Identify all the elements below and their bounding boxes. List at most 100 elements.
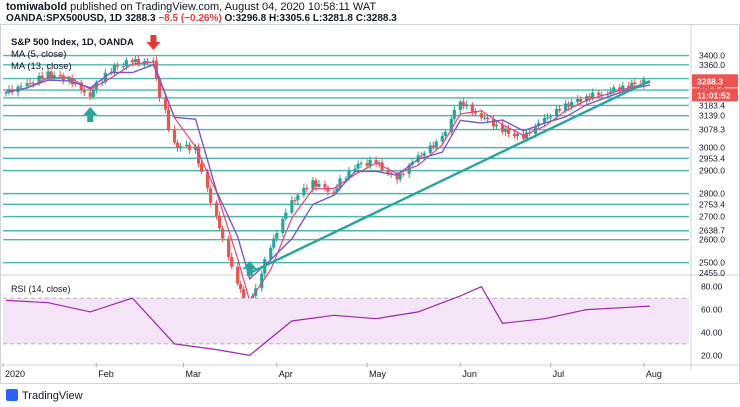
price-tick-label: 3183.4 bbox=[699, 100, 725, 110]
candle-body bbox=[359, 163, 363, 165]
arrow-up-icon bbox=[242, 261, 257, 276]
candle-body bbox=[335, 187, 339, 193]
candle-body bbox=[374, 159, 378, 164]
candle-body bbox=[40, 75, 44, 79]
rsi-line bbox=[5, 285, 650, 356]
candle-body bbox=[428, 145, 432, 153]
footer: TradingView bbox=[0, 384, 740, 407]
candle-body bbox=[356, 163, 360, 169]
arrow-down-icon bbox=[146, 35, 161, 50]
candle-body bbox=[88, 92, 92, 97]
candle-body bbox=[311, 180, 315, 189]
author-name[interactable]: tomiwabold bbox=[6, 1, 68, 13]
candle-body bbox=[365, 163, 369, 166]
candle-body bbox=[512, 133, 517, 137]
price-tick-label: 2500.0 bbox=[699, 258, 725, 268]
time-tick-label: 2020 bbox=[5, 369, 25, 379]
candle-body bbox=[227, 238, 231, 257]
candle-body bbox=[314, 180, 318, 187]
candle-body bbox=[236, 266, 240, 284]
candle-body bbox=[627, 85, 631, 89]
candle-body bbox=[187, 144, 192, 150]
legend-title: S&P 500 Index, 1D, OANDA bbox=[11, 37, 134, 48]
candle-body bbox=[458, 101, 462, 110]
high-value: H:3305.6 bbox=[268, 13, 311, 24]
price-tick-label: 2800.0 bbox=[699, 189, 725, 199]
candle-body bbox=[464, 104, 468, 107]
last-price: 3288.3 bbox=[124, 13, 156, 24]
candle-body bbox=[163, 97, 168, 110]
candle-body bbox=[564, 103, 568, 111]
candle-body bbox=[440, 136, 444, 142]
candle-body bbox=[58, 74, 62, 76]
candle-body bbox=[377, 162, 381, 164]
brand-label: TradingView bbox=[22, 390, 83, 402]
candle-body bbox=[91, 89, 95, 97]
candle-body bbox=[548, 116, 553, 118]
candle-body bbox=[242, 289, 246, 301]
candle-body bbox=[49, 71, 53, 78]
candle-body bbox=[326, 187, 330, 192]
candle-body bbox=[130, 60, 134, 63]
candle-body bbox=[485, 117, 490, 120]
legend-ma5[interactable]: MA (5, close) bbox=[11, 49, 67, 60]
candle-body bbox=[172, 130, 177, 143]
candle-body bbox=[151, 60, 156, 62]
candle-body bbox=[281, 218, 285, 234]
candle-body bbox=[221, 228, 225, 239]
candle-body bbox=[630, 82, 634, 89]
candle-body bbox=[215, 202, 219, 216]
candle-body bbox=[37, 75, 41, 83]
candle-body bbox=[133, 59, 137, 63]
candle-body bbox=[25, 83, 29, 87]
candle-body bbox=[449, 118, 453, 132]
price-tick-label: 2638.7 bbox=[699, 226, 725, 236]
time-tick-label: Mar bbox=[186, 369, 202, 379]
rsi-tick-label: 80.00 bbox=[701, 282, 723, 292]
candle-body bbox=[272, 238, 276, 248]
candle-body bbox=[46, 71, 50, 79]
candle-body bbox=[166, 109, 171, 131]
price-tick-label: 2900.0 bbox=[699, 166, 725, 176]
candle-body bbox=[633, 82, 637, 84]
candle-body bbox=[199, 163, 204, 172]
candle-body bbox=[542, 117, 547, 123]
candle-body bbox=[205, 171, 210, 189]
candle-body bbox=[585, 96, 589, 102]
candle-body bbox=[479, 113, 483, 118]
candle-body bbox=[567, 103, 571, 107]
legend-ma13[interactable]: MA (13, close) bbox=[11, 61, 72, 72]
chart-header: tomiwabold published on TradingView.com,… bbox=[0, 0, 740, 24]
close-value: C:3288.3 bbox=[355, 13, 397, 24]
time-tick-label: Feb bbox=[98, 369, 114, 379]
candle-body bbox=[386, 170, 390, 174]
candle-body bbox=[323, 183, 327, 188]
time-badge bbox=[692, 88, 738, 102]
trendline bbox=[249, 79, 651, 275]
candle-body bbox=[4, 92, 8, 94]
rsi-tick-label: 20.00 bbox=[701, 350, 723, 360]
candle-body bbox=[524, 132, 529, 139]
price-tick-label: 3078.3 bbox=[699, 125, 725, 135]
candle-body bbox=[230, 256, 234, 267]
candle-body bbox=[269, 247, 273, 260]
price-chart-svg[interactable]: 3400.03360.03300.03250.03216.03183.43139… bbox=[1, 25, 739, 383]
candle-body bbox=[52, 74, 56, 78]
candle-body bbox=[338, 178, 342, 188]
candle-body bbox=[491, 119, 496, 127]
candle-body bbox=[558, 108, 562, 111]
tradingview-logo[interactable]: TradingView bbox=[6, 389, 83, 402]
legend-rsi[interactable]: RSI (14, close) bbox=[11, 284, 71, 294]
time-tick-label: Jul bbox=[553, 369, 565, 379]
chart-area[interactable]: 3400.03360.03300.03250.03216.03183.43139… bbox=[0, 24, 740, 384]
time-tick-label: May bbox=[369, 369, 387, 379]
candle-body bbox=[302, 187, 306, 196]
candle-body bbox=[115, 65, 119, 67]
rsi-tick-label: 60.00 bbox=[701, 305, 723, 315]
candle-body bbox=[500, 124, 505, 132]
price-change: −8.5 (−0.26%) bbox=[158, 13, 222, 24]
tradingview-icon bbox=[6, 389, 18, 401]
candle-body bbox=[452, 109, 456, 119]
time-tick-label: Jun bbox=[462, 369, 477, 379]
price-tick-label: 2455.0 bbox=[699, 268, 725, 278]
